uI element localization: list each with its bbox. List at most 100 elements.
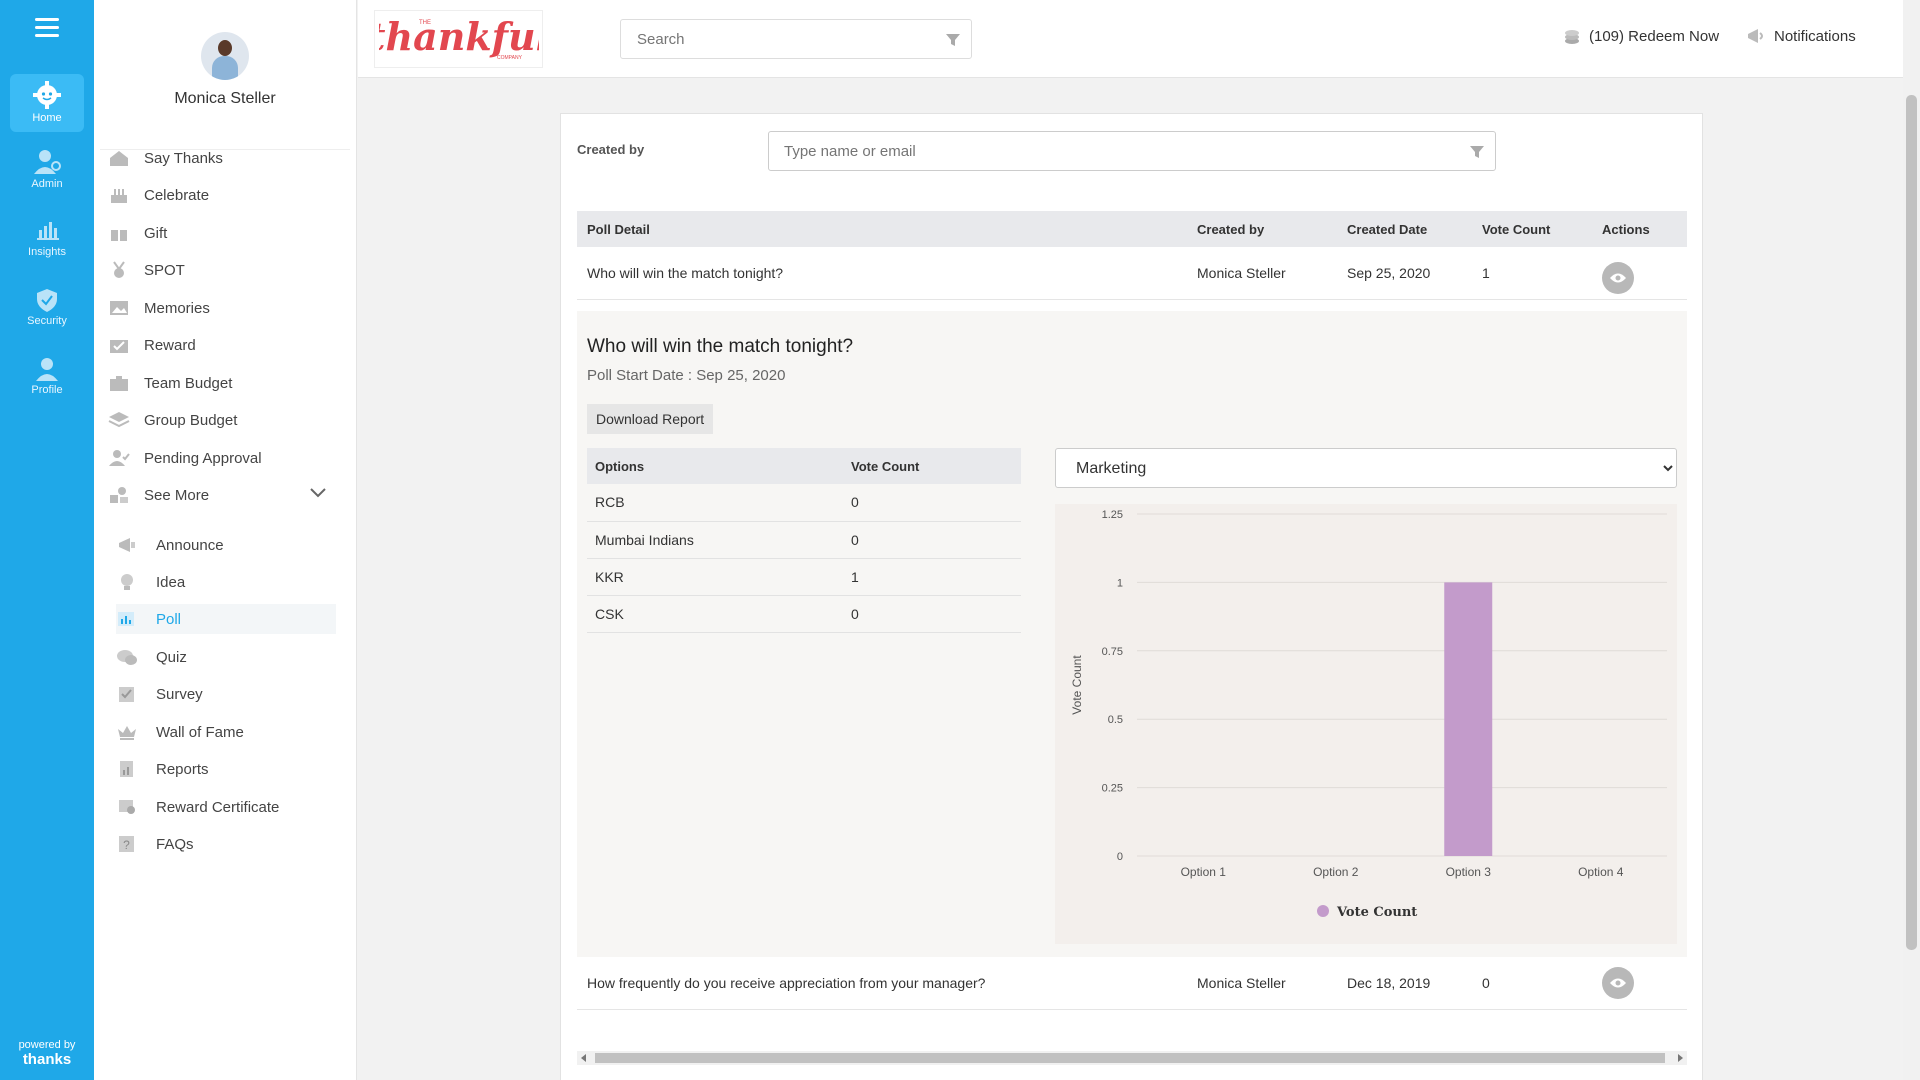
redeem-now-link[interactable]: (109) Redeem Now — [1563, 27, 1719, 45]
y-tick-label: 0 — [1117, 851, 1123, 863]
menu-item-idea[interactable]: Idea — [116, 567, 336, 597]
menu-item-group-budget[interactable]: Group Budget — [108, 405, 348, 435]
menu-item-faqs[interactable]: ? FAQs — [116, 829, 336, 859]
svg-text:thankful: thankful — [379, 14, 539, 59]
user-check-icon — [108, 449, 130, 467]
rail-label-insights: Insights — [28, 246, 66, 258]
scroll-left-icon[interactable] — [581, 1054, 586, 1062]
x-tick-label: Option 3 — [1446, 865, 1492, 879]
table-row[interactable]: How frequently do you receive appreciati… — [577, 957, 1687, 1010]
col-option-votes: Vote Count — [843, 448, 1021, 484]
menu-label: Idea — [156, 573, 186, 591]
poll-detail-panel: Who will win the match tonight? Poll Sta… — [577, 311, 1687, 957]
menu-label: Announce — [156, 536, 224, 554]
option-votes: 0 — [843, 484, 1021, 522]
rail-label-security: Security — [27, 315, 67, 327]
page-scrollbar[interactable] — [1903, 0, 1920, 1080]
app-rail: Home Admin Insights Security Profile pow… — [0, 0, 94, 1080]
col-created-date[interactable]: Created Date — [1337, 211, 1472, 247]
certificate-icon — [116, 798, 138, 816]
col-created-by[interactable]: Created by — [1187, 211, 1337, 247]
menu-label: Survey — [156, 685, 203, 703]
menu-item-gift[interactable]: Gift — [108, 218, 348, 248]
option-name: CSK — [587, 595, 843, 633]
view-poll-button[interactable] — [1602, 261, 1634, 294]
rail-item-security[interactable]: Security — [10, 281, 84, 339]
scroll-right-icon[interactable] — [1678, 1054, 1683, 1062]
menu-item-memories[interactable]: Memories — [108, 293, 348, 323]
rail-item-home[interactable]: Home — [10, 74, 84, 132]
table-horizontal-scrollbar[interactable] — [577, 1051, 1687, 1065]
menu-label: Reward Certificate — [156, 798, 280, 816]
shapes-icon — [108, 486, 130, 504]
side-menu: Monica Steller Say Thanks Celebrate Gift… — [94, 0, 357, 1080]
menu-item-reports[interactable]: Reports — [116, 754, 336, 784]
powered-by: powered by thanks — [0, 1039, 94, 1068]
col-vote-count[interactable]: Vote Count — [1472, 211, 1592, 247]
eye-icon — [1610, 273, 1626, 283]
poll-list-card: Created by Poll Detail Created by Create… — [560, 113, 1703, 1080]
crown-icon — [116, 723, 138, 741]
menu-item-poll[interactable]: Poll — [116, 604, 336, 634]
menu-label: Gift — [144, 224, 168, 242]
rail-item-insights[interactable]: Insights — [10, 212, 84, 270]
menu-item-spot[interactable]: SPOT — [108, 255, 348, 285]
menu-item-reward[interactable]: Reward — [108, 330, 348, 360]
option-votes: 0 — [843, 521, 1021, 559]
menu-label: Reward — [144, 336, 196, 354]
menu-item-survey[interactable]: Survey — [116, 679, 336, 709]
avatar[interactable] — [201, 32, 249, 80]
menu-item-see-more[interactable]: See More — [108, 480, 348, 510]
layers-icon — [108, 411, 130, 429]
menu-item-reward-certificate[interactable]: Reward Certificate — [116, 792, 336, 822]
user-name: Monica Steller — [174, 90, 276, 107]
gift-icon — [108, 224, 130, 242]
y-tick-label: 0.5 — [1108, 714, 1123, 726]
download-report-button[interactable]: Download Report — [587, 404, 714, 434]
notifications-link[interactable]: Notifications — [1746, 27, 1856, 45]
svg-text:COMPANY: COMPANY — [497, 55, 523, 61]
cake-icon — [108, 186, 130, 204]
col-poll-detail[interactable]: Poll Detail — [577, 211, 1187, 247]
search-input[interactable] — [621, 20, 921, 58]
option-name: RCB — [587, 484, 843, 522]
search-box — [620, 19, 972, 59]
coins-icon — [1565, 30, 1579, 44]
table-row[interactable]: Who will win the match tonight? Monica S… — [577, 247, 1687, 300]
bar-chart-icon — [37, 222, 59, 240]
hamburger-menu-icon[interactable] — [35, 18, 59, 38]
created-by-box — [768, 131, 1496, 171]
menu-item-pending-approval[interactable]: Pending Approval — [108, 443, 348, 473]
rail-label-profile: Profile — [31, 384, 63, 396]
menu-item-team-budget[interactable]: Team Budget — [108, 368, 348, 398]
menu-item-announce[interactable]: Announce — [116, 530, 336, 560]
poll-title: Who will win the match tonight? — [587, 336, 854, 357]
created-by-input[interactable] — [769, 132, 1449, 170]
svg-text:?: ? — [123, 838, 130, 852]
chevron-down-icon[interactable] — [310, 488, 326, 498]
bar — [1444, 582, 1493, 856]
polls-table-continued: How frequently do you receive appreciati… — [577, 957, 1687, 1010]
department-select[interactable]: Marketing — [1055, 448, 1677, 488]
y-tick-label: 1.25 — [1102, 509, 1123, 521]
filter-icon[interactable] — [945, 32, 961, 48]
menu-item-celebrate[interactable]: Celebrate — [108, 180, 348, 210]
menu-item-wall-of-fame[interactable]: Wall of Fame — [116, 717, 336, 747]
menu-item-quiz[interactable]: Quiz — [116, 642, 336, 672]
actions-cell — [1592, 247, 1687, 300]
poll-detail-cell: Who will win the match tonight? — [577, 247, 1187, 300]
list-item: Mumbai Indians 0 — [587, 521, 1021, 559]
menu-label: Group Budget — [144, 411, 238, 429]
rail-item-admin[interactable]: Admin — [10, 142, 84, 200]
checkbox-icon — [116, 685, 138, 703]
rail-item-profile[interactable]: Profile — [10, 350, 84, 408]
filter-icon[interactable] — [1469, 144, 1485, 160]
menu-item-say-thanks[interactable]: Say Thanks — [108, 143, 348, 173]
menu-label: FAQs — [156, 835, 194, 853]
bulb-icon — [116, 573, 138, 591]
created-by-cell: Monica Steller — [1187, 247, 1337, 300]
view-poll-button[interactable] — [1602, 966, 1634, 999]
y-tick-label: 1 — [1117, 577, 1123, 589]
question-icon: ? — [116, 835, 138, 853]
company-logo[interactable]: thankful THE COMPANY — [374, 10, 543, 68]
